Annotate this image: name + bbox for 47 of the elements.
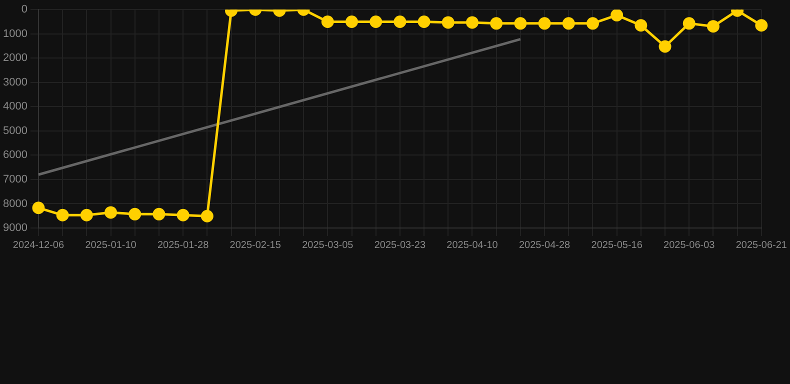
point [442, 16, 454, 29]
point [562, 17, 575, 30]
x-tick-label: 2025-01-10 [85, 240, 137, 251]
point [706, 20, 720, 33]
x-tick-label: 2025-04-10 [446, 240, 498, 251]
point [682, 17, 696, 30]
y-tick-label: 1000 [2, 28, 28, 40]
point [755, 19, 768, 32]
y-tick-label: 2000 [2, 52, 28, 64]
point [152, 208, 166, 220]
x-tick-label: 2025-04-28 [518, 240, 571, 251]
y-tick-label: 3000 [2, 76, 28, 88]
y-tick-label: 6000 [2, 149, 28, 162]
point [370, 15, 382, 28]
point [321, 15, 334, 28]
y-tick-label: 5000 [2, 124, 28, 137]
x-tick-label: 2025-01-28 [157, 240, 210, 251]
point [200, 210, 214, 222]
point [56, 208, 69, 222]
point [538, 17, 551, 30]
point [490, 17, 503, 30]
point [466, 16, 478, 29]
y-tick-label: 0 [21, 4, 28, 16]
point [32, 202, 45, 214]
y-tick-label: 8000 [2, 198, 28, 210]
y-tick-label: 7000 [2, 174, 28, 186]
x-tick-label: 2025-03-05 [302, 240, 354, 251]
point [128, 208, 142, 220]
point [586, 17, 599, 30]
point [104, 206, 118, 219]
x-tick-label: 2024-12-06 [12, 240, 64, 251]
point [80, 208, 93, 222]
point [634, 19, 648, 32]
point [176, 208, 190, 222]
x-tick-label: 2025-05-16 [591, 240, 643, 251]
point [418, 15, 430, 28]
point [346, 15, 358, 28]
x-tick-label: 2025-06-03 [664, 240, 716, 251]
x-tick-label: 2025-06-21 [736, 240, 788, 251]
point [394, 15, 406, 28]
point [658, 40, 672, 53]
y-tick-label: 4000 [2, 100, 28, 113]
x-tick-label: 2025-03-23 [374, 240, 426, 251]
point [514, 17, 527, 30]
x-tick-label: 2025-02-15 [230, 240, 282, 251]
point [610, 10, 624, 22]
y-tick-label: 9000 [2, 222, 28, 234]
